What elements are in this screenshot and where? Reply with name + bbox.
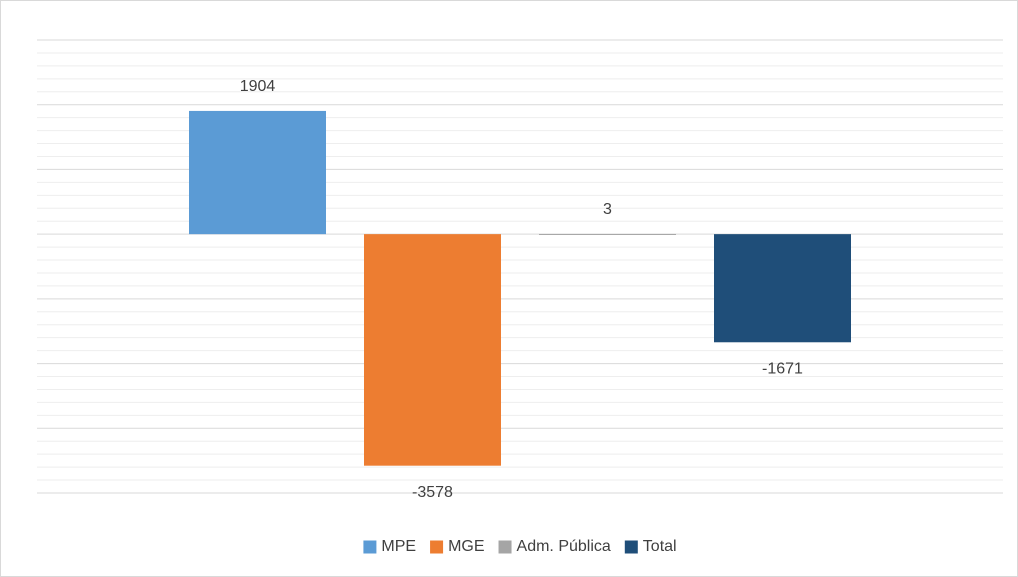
data-label: 3 xyxy=(603,201,612,218)
bar xyxy=(539,233,676,235)
legend-swatch xyxy=(363,540,377,554)
legend-label: MPE xyxy=(381,538,416,555)
bar xyxy=(364,234,501,466)
legend-swatch xyxy=(498,540,512,554)
bar xyxy=(189,110,326,235)
legend-swatch xyxy=(624,540,638,554)
legend-label: MGE xyxy=(448,538,484,555)
data-label: 1904 xyxy=(240,78,276,95)
data-label: -3578 xyxy=(412,484,453,501)
legend-label: Total xyxy=(643,538,677,555)
data-label: -1671 xyxy=(762,360,803,377)
bar xyxy=(714,234,851,343)
legend-swatch xyxy=(430,540,444,554)
legend-label: Adm. Pública xyxy=(517,538,611,555)
